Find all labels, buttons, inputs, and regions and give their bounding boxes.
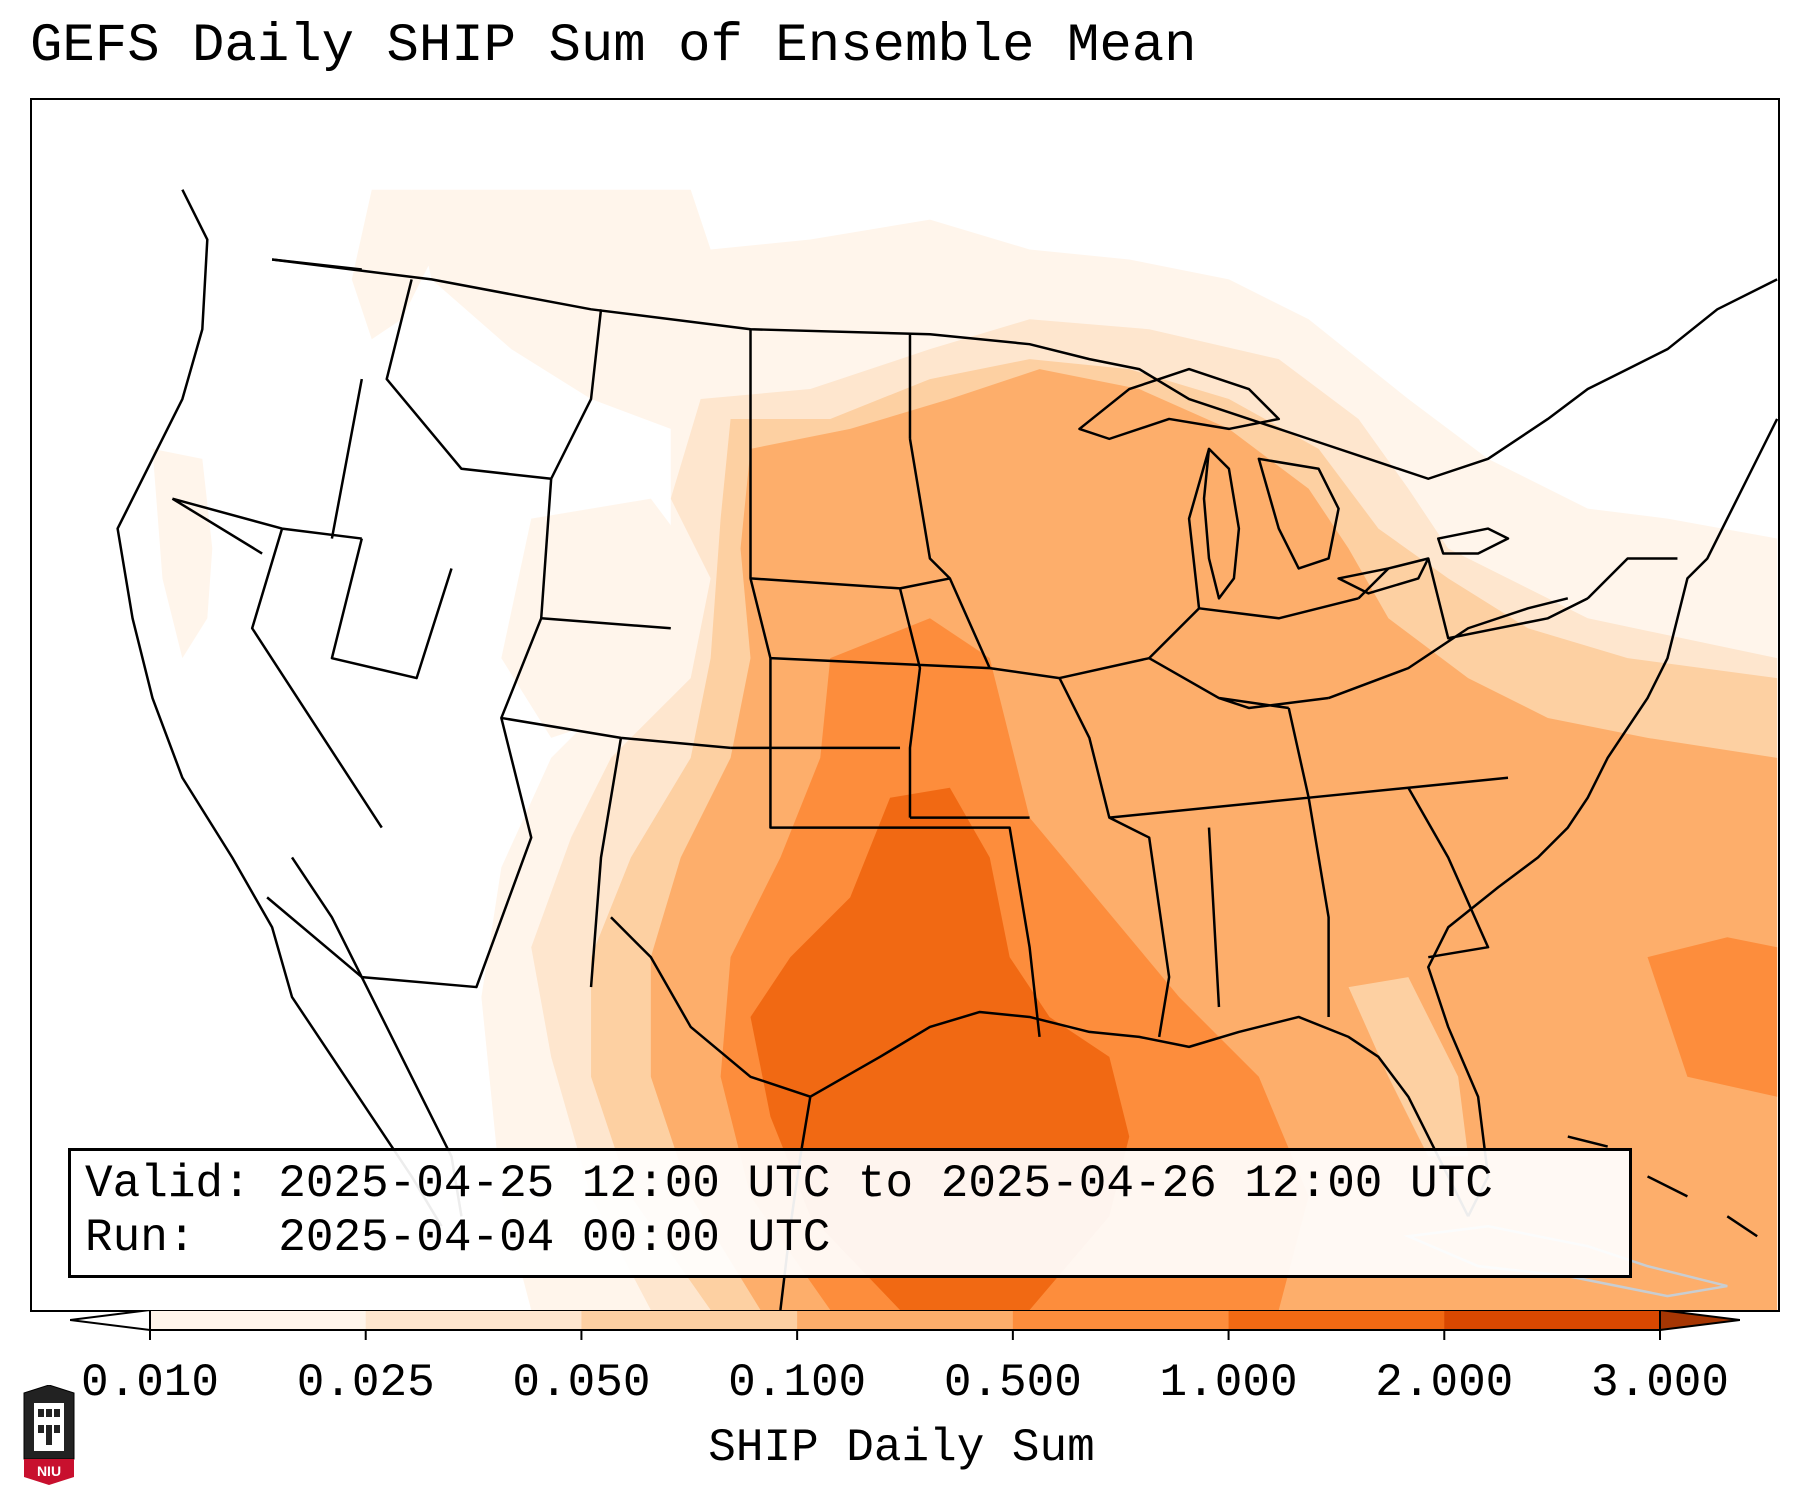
info-box: Valid: 2025-04-25 12:00 UTC to 2025-04-2… [68, 1148, 1632, 1278]
shading-very-light-california [152, 448, 213, 659]
atlantic-coastline [1427, 418, 1778, 1217]
colorbar-segment [150, 1310, 367, 1330]
colorbar-segments [150, 1310, 1661, 1330]
lake-ontario [1436, 527, 1510, 555]
colorbar-tick-label: 3.000 [1590, 1357, 1730, 1409]
colorbar-tick-label: 0.500 [943, 1357, 1082, 1409]
state-lines-east [1058, 448, 1678, 1038]
shading-very-light-northwest [351, 189, 432, 340]
us-canada-border [271, 258, 1778, 480]
lake-superior [1078, 367, 1281, 441]
colorbar-under-arrow [70, 1310, 151, 1332]
state-lines-west [171, 258, 731, 989]
valid-time-line: Valid: 2025-04-25 12:00 UTC to 2025-04-2… [85, 1158, 1493, 1210]
niu-logo-text: NIU [37, 1463, 61, 1479]
shading-medium-florida-hole [1348, 977, 1469, 1157]
colorbar-segment [1444, 1310, 1661, 1330]
shading-medium-dark-east [1647, 937, 1778, 1097]
run-time-line: Run: 2025-04-04 00:00 UTC [85, 1212, 831, 1264]
lake-michigan [1202, 447, 1241, 600]
colorbar-tick-label: 0.100 [728, 1357, 867, 1409]
map-svg [116, 189, 1778, 1310]
bahamas-outline [1567, 1135, 1758, 1238]
colorbar-outline [149, 1310, 1661, 1331]
colorbar-ticks [149, 1330, 1661, 1340]
colorbar-tick-label: 0.050 [512, 1357, 651, 1409]
colorbar-tick-label: 0.025 [296, 1357, 435, 1409]
colorbar-segment [1012, 1310, 1230, 1330]
colorbar-tick-label: 0.010 [80, 1357, 220, 1409]
map-frame: Valid: 2025-04-25 12:00 UTC to 2025-04-2… [30, 98, 1780, 1312]
niu-logo: NIU [23, 1385, 75, 1485]
gulf-coastline [610, 916, 1470, 1217]
colorbar-segment [797, 1310, 1014, 1330]
colorbar-over-arrow [1659, 1310, 1740, 1332]
map-title: GEFS Daily SHIP Sum of Ensemble Mean [30, 16, 1197, 77]
lake-huron [1257, 457, 1340, 570]
ship-shading-layer [152, 189, 1778, 1310]
shading-very-light-colorado [501, 498, 711, 738]
colorbar-tick-label: 2.000 [1375, 1357, 1514, 1409]
west-coastline [116, 189, 443, 1227]
colorbar-tick-label: 1.000 [1159, 1357, 1298, 1409]
colorbar [70, 1310, 1740, 1340]
state-lines-central [550, 309, 1060, 1038]
colorbar-segment [365, 1310, 582, 1330]
lake-erie [1337, 557, 1430, 595]
colorbar-segment [581, 1310, 798, 1330]
colorbar-segment [1228, 1310, 1445, 1330]
colorbar-label: SHIP Daily Sum [708, 1422, 1095, 1474]
